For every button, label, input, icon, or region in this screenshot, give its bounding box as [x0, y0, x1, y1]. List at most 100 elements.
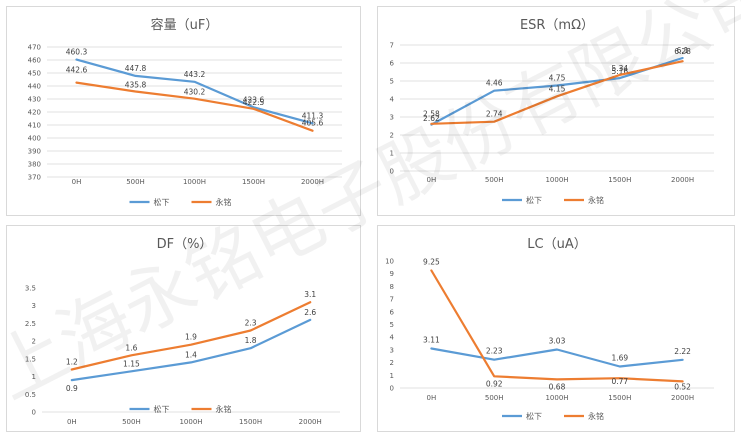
data-label: 6.1	[677, 46, 689, 55]
y-tick-label: 3	[390, 114, 394, 122]
data-label: 1.69	[611, 354, 628, 363]
y-tick-label: 420	[28, 109, 41, 117]
y-tick-label: 380	[28, 161, 41, 169]
capacitance-chart-panel: 容量（uF） 470 460 450 440 430 420 410 400 390 380 370 0…	[6, 6, 361, 216]
y-tick-label: 5	[390, 321, 394, 329]
y-tick-label: 2	[32, 338, 36, 346]
x-tick-label: 2000H	[671, 394, 694, 402]
y-tick-label: 5	[390, 78, 394, 86]
x-tick-label: 500H	[485, 394, 504, 402]
data-label: 5.16	[611, 67, 628, 76]
y-tick-label: 6	[390, 60, 395, 68]
chart-svg: ESR（mΩ） 7 6 5 4 3 2 1 0 0H 500H 1000H 1500H 2000H 2.58…	[390, 18, 714, 205]
data-label: 6.28	[674, 47, 691, 56]
x-tick-label: 500H	[126, 178, 145, 186]
y-tick-label: 0	[390, 168, 394, 176]
y-tick-label: 4	[390, 334, 395, 342]
chart-title: LC（uA）	[527, 237, 586, 252]
x-tick-label: 500H	[485, 176, 504, 184]
y-tick-label: 1	[390, 372, 394, 380]
legend-label: 永铭	[588, 195, 604, 205]
data-label: 0.9	[66, 384, 78, 393]
data-label: 0.68	[549, 382, 566, 391]
y-tick-label: 2.5	[25, 320, 36, 328]
y-tick-label: 0.5	[25, 391, 36, 399]
legend: 松下 永铭	[502, 195, 604, 205]
x-tick-label: 2000H	[301, 178, 324, 186]
data-label: 2.6	[304, 308, 316, 317]
data-label: 442.6	[66, 66, 88, 75]
x-tick-label: 0H	[427, 176, 437, 184]
lc-chart-panel: LC（uA） 10 9 8 7 6 5 4 3 2 1 0 0H 500H 1000H 1500H 2000H 3…	[377, 225, 735, 432]
x-tick-label: 1500H	[608, 394, 631, 402]
data-label: 443.2	[184, 70, 206, 79]
data-label: 3.03	[549, 337, 566, 346]
y-tick-label: 460	[28, 57, 41, 65]
series-line-matsushita	[430, 347, 684, 368]
y-tick-label: 400	[28, 135, 41, 143]
x-tick-label: 1500H	[608, 176, 631, 184]
legend-label: 松下	[154, 404, 170, 414]
chart-svg: 容量（uF） 470 460 450 440 430 420 410 400 390 380 370 0…	[28, 17, 342, 207]
data-label: 5.34	[611, 64, 628, 73]
x-tick-label: 1000H	[183, 178, 206, 186]
y-tick-label: 3	[32, 302, 36, 310]
data-label: 447.8	[125, 64, 147, 73]
series-line-matsushita	[70, 318, 312, 382]
x-tick-label: 0H	[67, 418, 77, 426]
data-label: 1.9	[185, 333, 197, 342]
data-label: 422.5	[243, 98, 265, 107]
y-tick-label: 3	[390, 346, 394, 354]
data-label: 3.1	[304, 290, 316, 299]
y-tick-label: 10	[385, 258, 394, 266]
data-label: 4.75	[549, 74, 566, 83]
data-label: 2.74	[486, 110, 503, 119]
y-tick-label: 370	[28, 174, 41, 182]
df-chart-panel: DF（%） 3.5 3 2.5 2 1.5 1 0.5 0 0H 500H 1000H 1500H 200…	[6, 225, 361, 432]
data-label: 0.52	[674, 382, 691, 391]
data-label: 1.6	[125, 343, 137, 352]
x-tick-label: 1000H	[545, 394, 568, 402]
y-tick-label: 1	[32, 373, 36, 381]
y-tick-label: 6	[390, 308, 395, 316]
chart-svg: DF（%） 3.5 3 2.5 2 1.5 1 0.5 0 0H 500H 1000H 1500H 200…	[25, 237, 340, 426]
x-tick-label: 1000H	[179, 418, 202, 426]
y-tick-label: 450	[28, 70, 41, 78]
legend-label: 松下	[526, 411, 542, 421]
legend: 松下 永铭	[502, 411, 604, 421]
esr-chart-panel: ESR（mΩ） 7 6 5 4 3 2 1 0 0H 500H 1000H 1500H 2000H 2.58…	[377, 6, 735, 216]
y-tick-label: 390	[28, 148, 41, 156]
y-tick-label: 470	[28, 44, 41, 52]
y-tick-label: 430	[28, 96, 41, 104]
legend-label: 松下	[526, 195, 542, 205]
data-label: 1.8	[245, 336, 257, 345]
series-line-yongming	[70, 301, 312, 371]
data-label: 2.23	[486, 347, 503, 356]
data-label: 0.77	[611, 377, 628, 386]
y-tick-label: 1	[390, 150, 394, 158]
legend-label: 松下	[154, 197, 170, 207]
y-tick-label: 1.5	[25, 355, 36, 363]
data-label: 1.2	[66, 357, 78, 366]
y-tick-label: 7	[390, 296, 394, 304]
x-tick-label: 500H	[122, 418, 141, 426]
x-tick-label: 1500H	[242, 178, 265, 186]
data-label: 435.8	[125, 80, 147, 89]
y-tick-label: 440	[28, 83, 41, 91]
x-tick-label: 2000H	[671, 176, 694, 184]
data-label: 423.6	[243, 95, 265, 104]
data-label: 2.62	[423, 114, 440, 123]
series-line-matsushita	[75, 58, 314, 125]
data-label: 460.3	[66, 48, 88, 57]
series-line-yongming	[75, 81, 314, 132]
chart-title: ESR（mΩ）	[520, 18, 594, 33]
legend: 松下 永铭	[129, 404, 232, 414]
data-label: 1.15	[123, 359, 140, 368]
series-line-yongming	[430, 60, 684, 125]
data-label: 4.15	[549, 84, 566, 93]
chart-title: 容量（uF）	[151, 17, 219, 33]
data-label: 3.11	[423, 336, 440, 345]
y-tick-label: 2	[390, 359, 394, 367]
data-label: 0.92	[486, 379, 503, 388]
y-tick-label: 410	[28, 122, 41, 130]
